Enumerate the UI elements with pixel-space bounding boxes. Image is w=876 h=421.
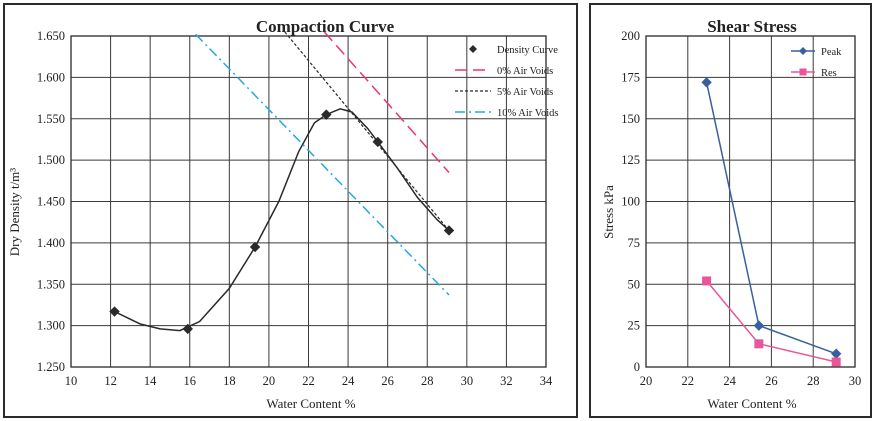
x-tick-label: 10 bbox=[65, 374, 78, 388]
peak-point bbox=[701, 77, 712, 88]
5-air-voids-legend-label: 5% Air Voids bbox=[497, 87, 553, 98]
y-tick-label: 1.350 bbox=[37, 277, 65, 291]
x-tick-label: 30 bbox=[461, 374, 474, 388]
x-tick-label: 28 bbox=[807, 374, 820, 388]
5-air-voids-line bbox=[284, 31, 450, 231]
shear-stress-chart: Shear Stress 20 22 24 26 28 30 0 25 50 75 100 125 15… bbox=[601, 17, 862, 411]
y-tick-label: 1.250 bbox=[37, 360, 65, 374]
density-curve-point bbox=[443, 225, 455, 236]
x-tick-label: 26 bbox=[381, 374, 394, 388]
y-tick-label: 100 bbox=[621, 195, 640, 209]
res-point bbox=[702, 276, 712, 286]
x-tick-label: 22 bbox=[682, 374, 695, 388]
y-tick-label: 150 bbox=[621, 112, 640, 126]
y-tick-label: 1.300 bbox=[37, 319, 65, 333]
y-tick-label: 125 bbox=[621, 153, 640, 167]
x-tick-label: 24 bbox=[723, 374, 736, 388]
shear-stress-chart-panel: Shear Stress 20 22 24 26 28 30 0 25 50 75 100 125 15… bbox=[589, 3, 872, 418]
compaction-chart-panel: Compaction Curve 10 12 14 16 18 20 22 24 26 28 30 3… bbox=[3, 3, 578, 418]
res-point bbox=[754, 339, 764, 349]
y-tick-label: 1.550 bbox=[37, 112, 65, 126]
y-axis-label: Dry Density t/m³ bbox=[7, 168, 22, 256]
y-tick-label: 1.500 bbox=[37, 153, 65, 167]
0-air-voids-line bbox=[323, 31, 450, 173]
y-tick-label: 1.600 bbox=[37, 70, 65, 84]
y-tick-label: 200 bbox=[621, 29, 640, 43]
y-tick-label: 25 bbox=[628, 319, 641, 333]
peak-legend-label: Peak bbox=[821, 47, 842, 58]
y-tick-label: 1.400 bbox=[37, 236, 65, 250]
res-point bbox=[831, 357, 841, 367]
10-air-voids-legend-label: 10% Air Voids bbox=[497, 108, 558, 119]
x-tick-label: 22 bbox=[302, 374, 315, 388]
x-tick-label: 24 bbox=[342, 374, 355, 388]
x-tick-label: 18 bbox=[223, 374, 236, 388]
y-tick-label: 175 bbox=[621, 70, 640, 84]
res-legend-label: Res bbox=[821, 68, 837, 79]
chart-title: Shear Stress bbox=[707, 17, 797, 36]
0-air-voids-legend-label: 0% Air Voids bbox=[497, 66, 553, 77]
density-curve-point bbox=[372, 136, 383, 148]
res-legend-marker bbox=[799, 68, 807, 76]
x-axis-label: Water Content % bbox=[707, 396, 796, 411]
x-axis-label: Water Content % bbox=[266, 396, 355, 411]
plot-area-frame bbox=[645, 35, 856, 368]
x-tick-label: 26 bbox=[765, 374, 778, 388]
density-curve-legend-label: Density Curve bbox=[497, 45, 558, 56]
chart-title: Compaction Curve bbox=[256, 17, 395, 36]
density-curve-legend-marker bbox=[469, 45, 477, 53]
x-tick-label: 20 bbox=[263, 374, 276, 388]
10-air-voids-line bbox=[195, 33, 450, 296]
plot-area-frame bbox=[70, 35, 547, 368]
x-tick-label: 34 bbox=[540, 374, 553, 388]
x-tick-label: 12 bbox=[104, 374, 117, 388]
peak-point bbox=[753, 320, 765, 331]
y-tick-label: 1.650 bbox=[37, 29, 65, 43]
density-curve-point bbox=[109, 306, 120, 317]
y-tick-label: 1.450 bbox=[37, 195, 65, 209]
x-tick-label: 30 bbox=[849, 374, 862, 388]
peak-legend-marker bbox=[799, 47, 807, 55]
x-tick-label: 32 bbox=[500, 374, 513, 388]
x-tick-label: 14 bbox=[144, 374, 157, 388]
x-tick-label: 28 bbox=[421, 374, 434, 388]
density-curve-point bbox=[249, 241, 261, 253]
peak-point bbox=[830, 348, 842, 359]
x-tick-label: 16 bbox=[184, 374, 197, 388]
density-curve-line bbox=[114, 108, 450, 332]
y-tick-label: 50 bbox=[628, 277, 641, 291]
y-tick-label: 75 bbox=[628, 236, 641, 250]
density-curve-point bbox=[321, 109, 332, 120]
y-axis-label: Stress kPa bbox=[601, 185, 616, 239]
density-curve-point bbox=[182, 323, 193, 335]
compaction-chart: Compaction Curve 10 12 14 16 18 20 22 24 26 28 30 3… bbox=[7, 17, 558, 411]
x-tick-label: 20 bbox=[640, 374, 653, 388]
y-tick-label: 0 bbox=[634, 360, 640, 374]
